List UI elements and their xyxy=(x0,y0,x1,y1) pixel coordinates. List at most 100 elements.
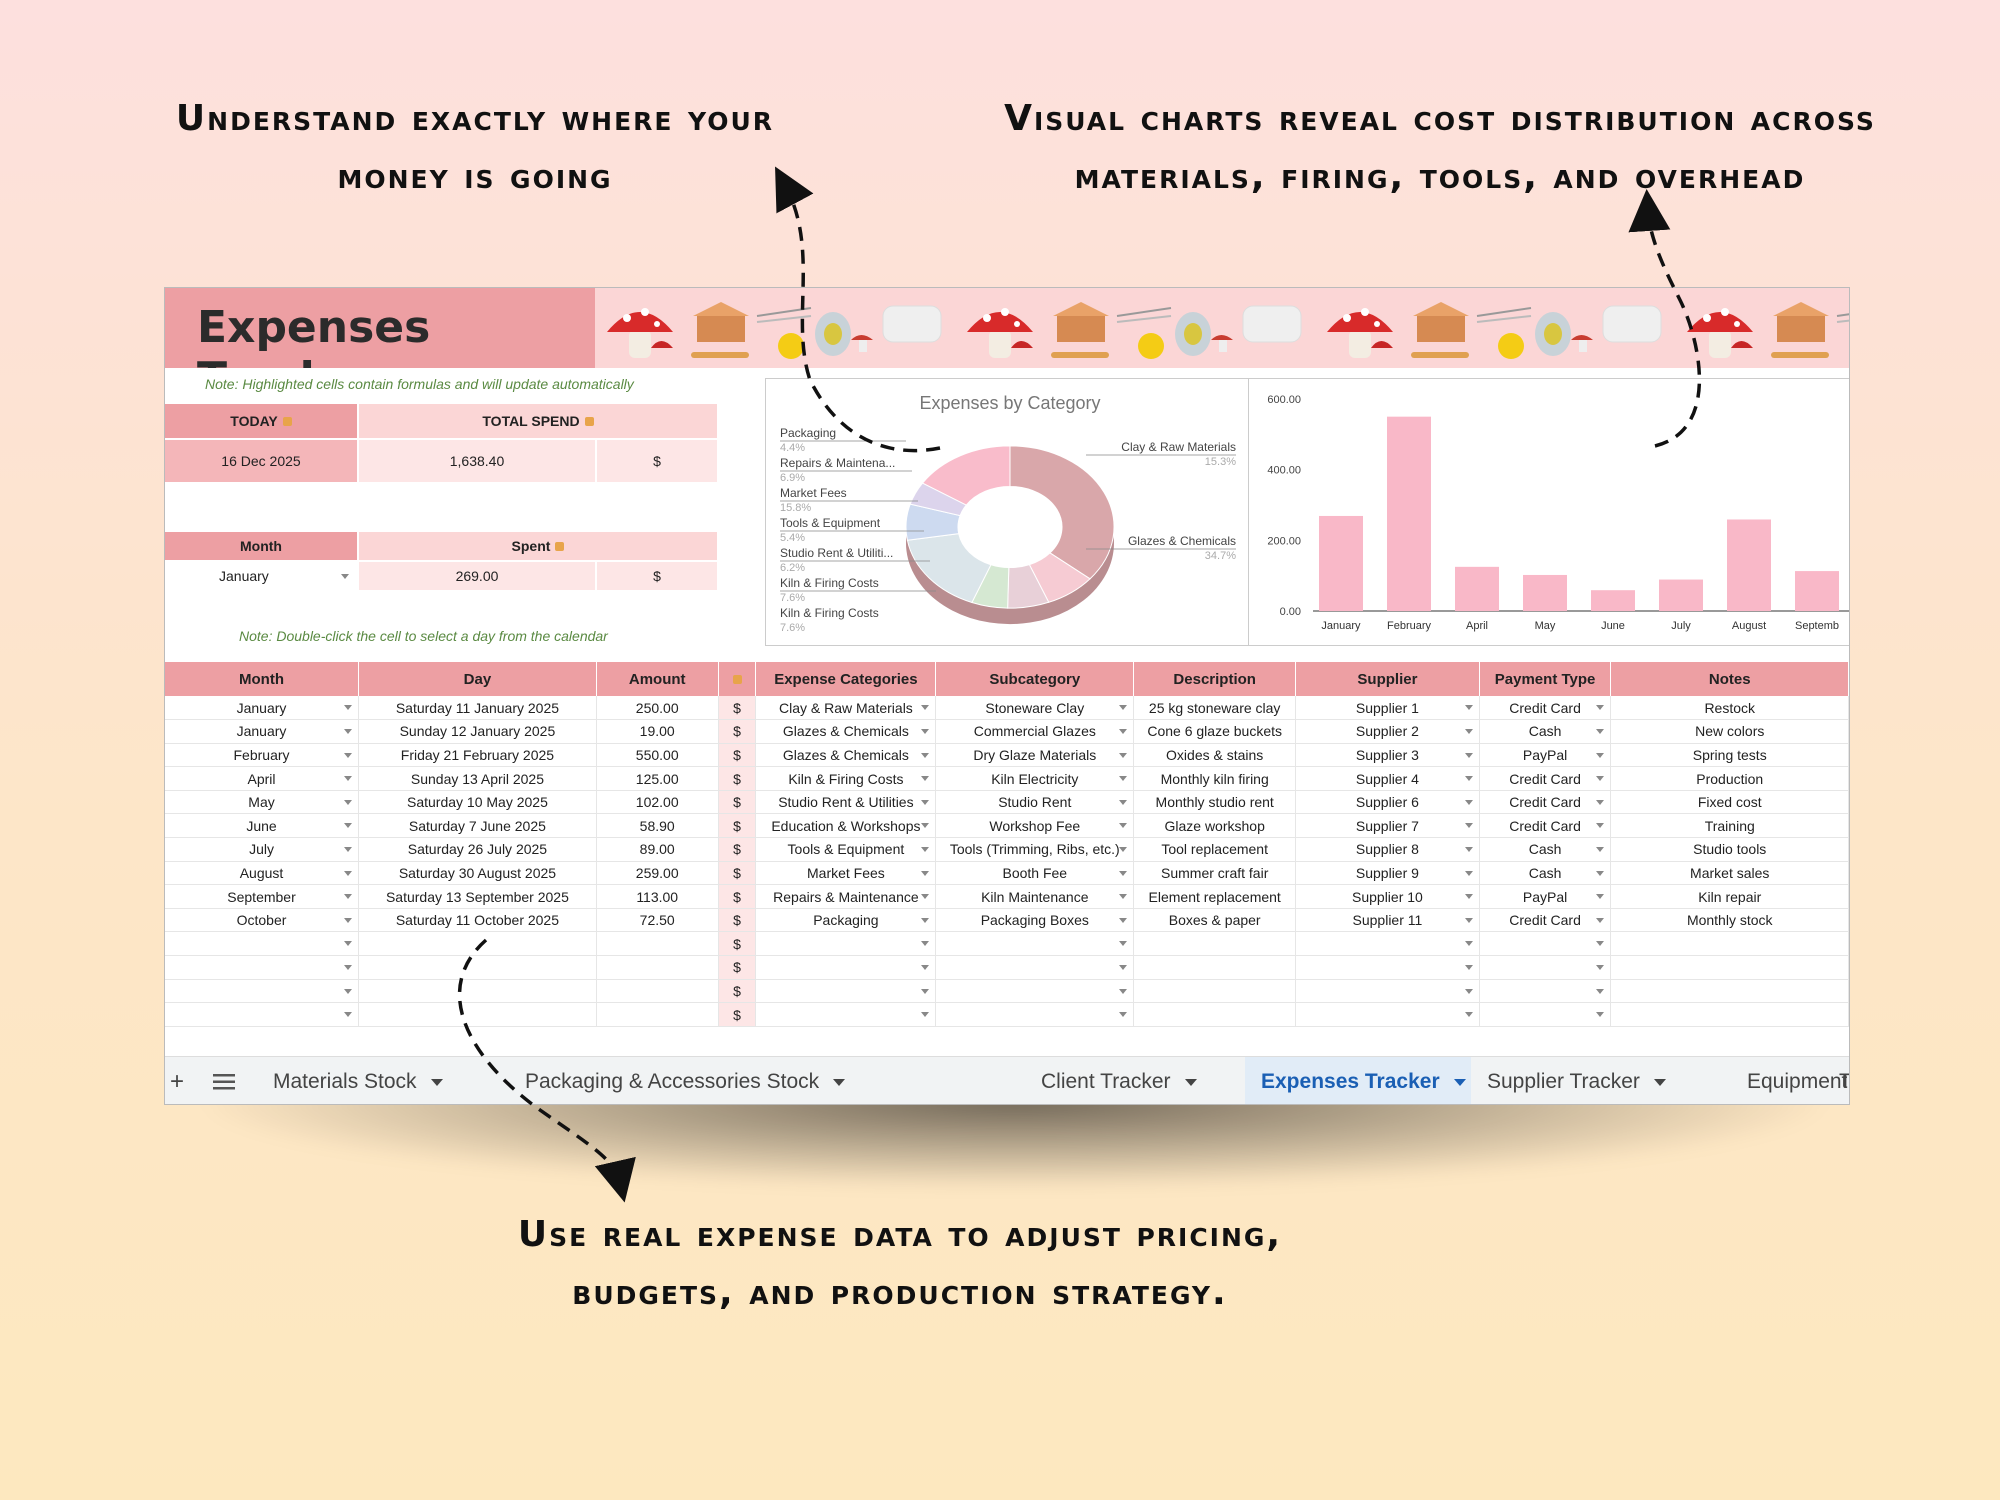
table-cell[interactable] xyxy=(596,931,719,957)
table-cell[interactable]: Tools (Trimming, Ribs, etc.) xyxy=(935,837,1135,862)
table-cell[interactable]: Tool replacement xyxy=(1133,837,1297,862)
sheet-tab[interactable]: Equipment Tracker xyxy=(1731,1057,1849,1104)
bar[interactable] xyxy=(1387,416,1431,611)
table-cell[interactable]: Fixed cost xyxy=(1610,790,1849,815)
table-cell[interactable] xyxy=(1479,931,1612,957)
table-cell[interactable]: Supplier 3 xyxy=(1295,743,1480,768)
bar[interactable] xyxy=(1523,574,1567,611)
table-cell[interactable] xyxy=(165,979,360,1004)
table-cell[interactable]: Oxides & stains xyxy=(1133,743,1297,768)
table-cell[interactable] xyxy=(1479,979,1612,1004)
table-cell[interactable]: Supplier 7 xyxy=(1295,813,1480,839)
table-cell[interactable]: $ xyxy=(718,979,757,1004)
table-cell[interactable]: January xyxy=(165,719,360,744)
table-cell[interactable] xyxy=(755,979,937,1004)
table-cell[interactable] xyxy=(935,955,1135,980)
table-cell[interactable]: Supplier 2 xyxy=(1295,719,1480,744)
table-cell[interactable]: $ xyxy=(718,743,757,768)
table-cell[interactable]: Credit Card xyxy=(1479,908,1612,933)
bar[interactable] xyxy=(1591,590,1635,611)
table-cell[interactable] xyxy=(358,931,597,957)
table-cell[interactable]: PayPal xyxy=(1479,884,1612,909)
table-cell[interactable]: 72.50 xyxy=(596,908,719,933)
table-cell[interactable] xyxy=(358,1002,597,1027)
table-cell[interactable]: Glazes & Chemicals xyxy=(755,719,937,744)
add-sheet-icon[interactable]: + xyxy=(169,1068,184,1095)
all-sheets-menu-icon[interactable] xyxy=(209,1057,239,1104)
table-cell[interactable]: Booth Fee xyxy=(935,861,1135,886)
table-cell[interactable] xyxy=(1610,955,1849,980)
table-cell[interactable]: Element replacement xyxy=(1133,884,1297,909)
today-value[interactable]: 16 Dec 2025 xyxy=(165,440,357,482)
table-cell[interactable]: Clay & Raw Materials xyxy=(755,696,937,721)
table-cell[interactable]: Kiln & Firing Costs xyxy=(755,766,937,791)
table-cell[interactable] xyxy=(358,979,597,1004)
table-cell[interactable] xyxy=(1295,1002,1480,1027)
table-cell[interactable]: Sunday 12 January 2025 xyxy=(358,719,597,744)
bar[interactable] xyxy=(1455,566,1499,611)
table-cell[interactable]: 89.00 xyxy=(596,837,719,862)
table-cell[interactable]: Dry Glaze Materials xyxy=(935,743,1135,768)
table-cell[interactable]: February xyxy=(165,743,360,768)
table-cell[interactable]: Monthly stock xyxy=(1610,908,1849,933)
table-cell[interactable]: Stoneware Clay xyxy=(935,696,1135,721)
table-cell[interactable]: 25 kg stoneware clay xyxy=(1133,696,1297,721)
table-cell[interactable]: Kiln Electricity xyxy=(935,766,1135,791)
table-cell[interactable] xyxy=(596,1002,719,1027)
table-cell[interactable] xyxy=(935,1002,1135,1027)
table-cell[interactable] xyxy=(1610,979,1849,1004)
table-cell[interactable] xyxy=(1133,955,1297,980)
table-cell[interactable]: Saturday 13 September 2025 xyxy=(358,884,597,909)
table-cell[interactable]: New colors xyxy=(1610,719,1849,744)
sheet-tab[interactable]: Packaging & Accessories Stock xyxy=(509,1057,1005,1104)
table-cell[interactable] xyxy=(1133,1002,1297,1027)
table-cell[interactable]: $ xyxy=(718,790,757,815)
table-cell[interactable]: Workshop Fee xyxy=(935,813,1135,839)
table-cell[interactable] xyxy=(755,1002,937,1027)
sheet-tab[interactable]: Client Tracker xyxy=(1025,1057,1225,1104)
table-cell[interactable]: Summer craft fair xyxy=(1133,861,1297,886)
table-cell[interactable]: September xyxy=(165,884,360,909)
table-cell[interactable]: $ xyxy=(718,696,757,721)
table-cell[interactable] xyxy=(755,955,937,980)
sheet-tab[interactable]: Supplier Tracker xyxy=(1471,1057,1711,1104)
table-cell[interactable]: $ xyxy=(718,955,757,980)
table-cell[interactable]: Kiln repair xyxy=(1610,884,1849,909)
bar[interactable] xyxy=(1795,571,1839,611)
table-cell[interactable]: April xyxy=(165,766,360,791)
table-cell[interactable]: $ xyxy=(718,908,757,933)
table-cell[interactable]: Monthly studio rent xyxy=(1133,790,1297,815)
table-cell[interactable]: Cone 6 glaze buckets xyxy=(1133,719,1297,744)
table-cell[interactable]: Friday 21 February 2025 xyxy=(358,743,597,768)
monthly-spend-bar-chart[interactable]: 0.00 200.00 400.00 600.00 January February Apr… xyxy=(1248,378,1849,646)
table-cell[interactable]: Cash xyxy=(1479,861,1612,886)
table-cell[interactable]: Education & Workshops xyxy=(755,813,937,839)
bar[interactable] xyxy=(1727,519,1771,611)
table-cell[interactable] xyxy=(1295,979,1480,1004)
month-select[interactable]: January xyxy=(165,562,357,590)
table-cell[interactable]: Production xyxy=(1610,766,1849,791)
table-cell[interactable]: Supplier 10 xyxy=(1295,884,1480,909)
table-cell[interactable]: Market Fees xyxy=(755,861,937,886)
table-cell[interactable] xyxy=(935,931,1135,957)
table-cell[interactable]: Monthly kiln firing xyxy=(1133,766,1297,791)
table-cell[interactable]: Supplier 11 xyxy=(1295,908,1480,933)
table-cell[interactable]: 125.00 xyxy=(596,766,719,791)
table-cell[interactable]: Restock xyxy=(1610,696,1849,721)
table-cell[interactable]: Glaze workshop xyxy=(1133,813,1297,839)
table-cell[interactable]: Packaging xyxy=(755,908,937,933)
table-cell[interactable] xyxy=(358,955,597,980)
table-cell[interactable] xyxy=(596,955,719,980)
table-cell[interactable]: $ xyxy=(718,813,757,839)
table-cell[interactable]: Saturday 11 January 2025 xyxy=(358,696,597,721)
table-cell[interactable] xyxy=(1133,979,1297,1004)
table-cell[interactable] xyxy=(1133,931,1297,957)
table-cell[interactable]: Saturday 26 July 2025 xyxy=(358,837,597,862)
table-cell[interactable]: Credit Card xyxy=(1479,790,1612,815)
table-cell[interactable]: $ xyxy=(718,837,757,862)
table-cell[interactable]: 102.00 xyxy=(596,790,719,815)
table-cell[interactable]: 58.90 xyxy=(596,813,719,839)
table-cell[interactable]: Spring tests xyxy=(1610,743,1849,768)
table-cell[interactable] xyxy=(596,979,719,1004)
table-cell[interactable]: Repairs & Maintenance xyxy=(755,884,937,909)
